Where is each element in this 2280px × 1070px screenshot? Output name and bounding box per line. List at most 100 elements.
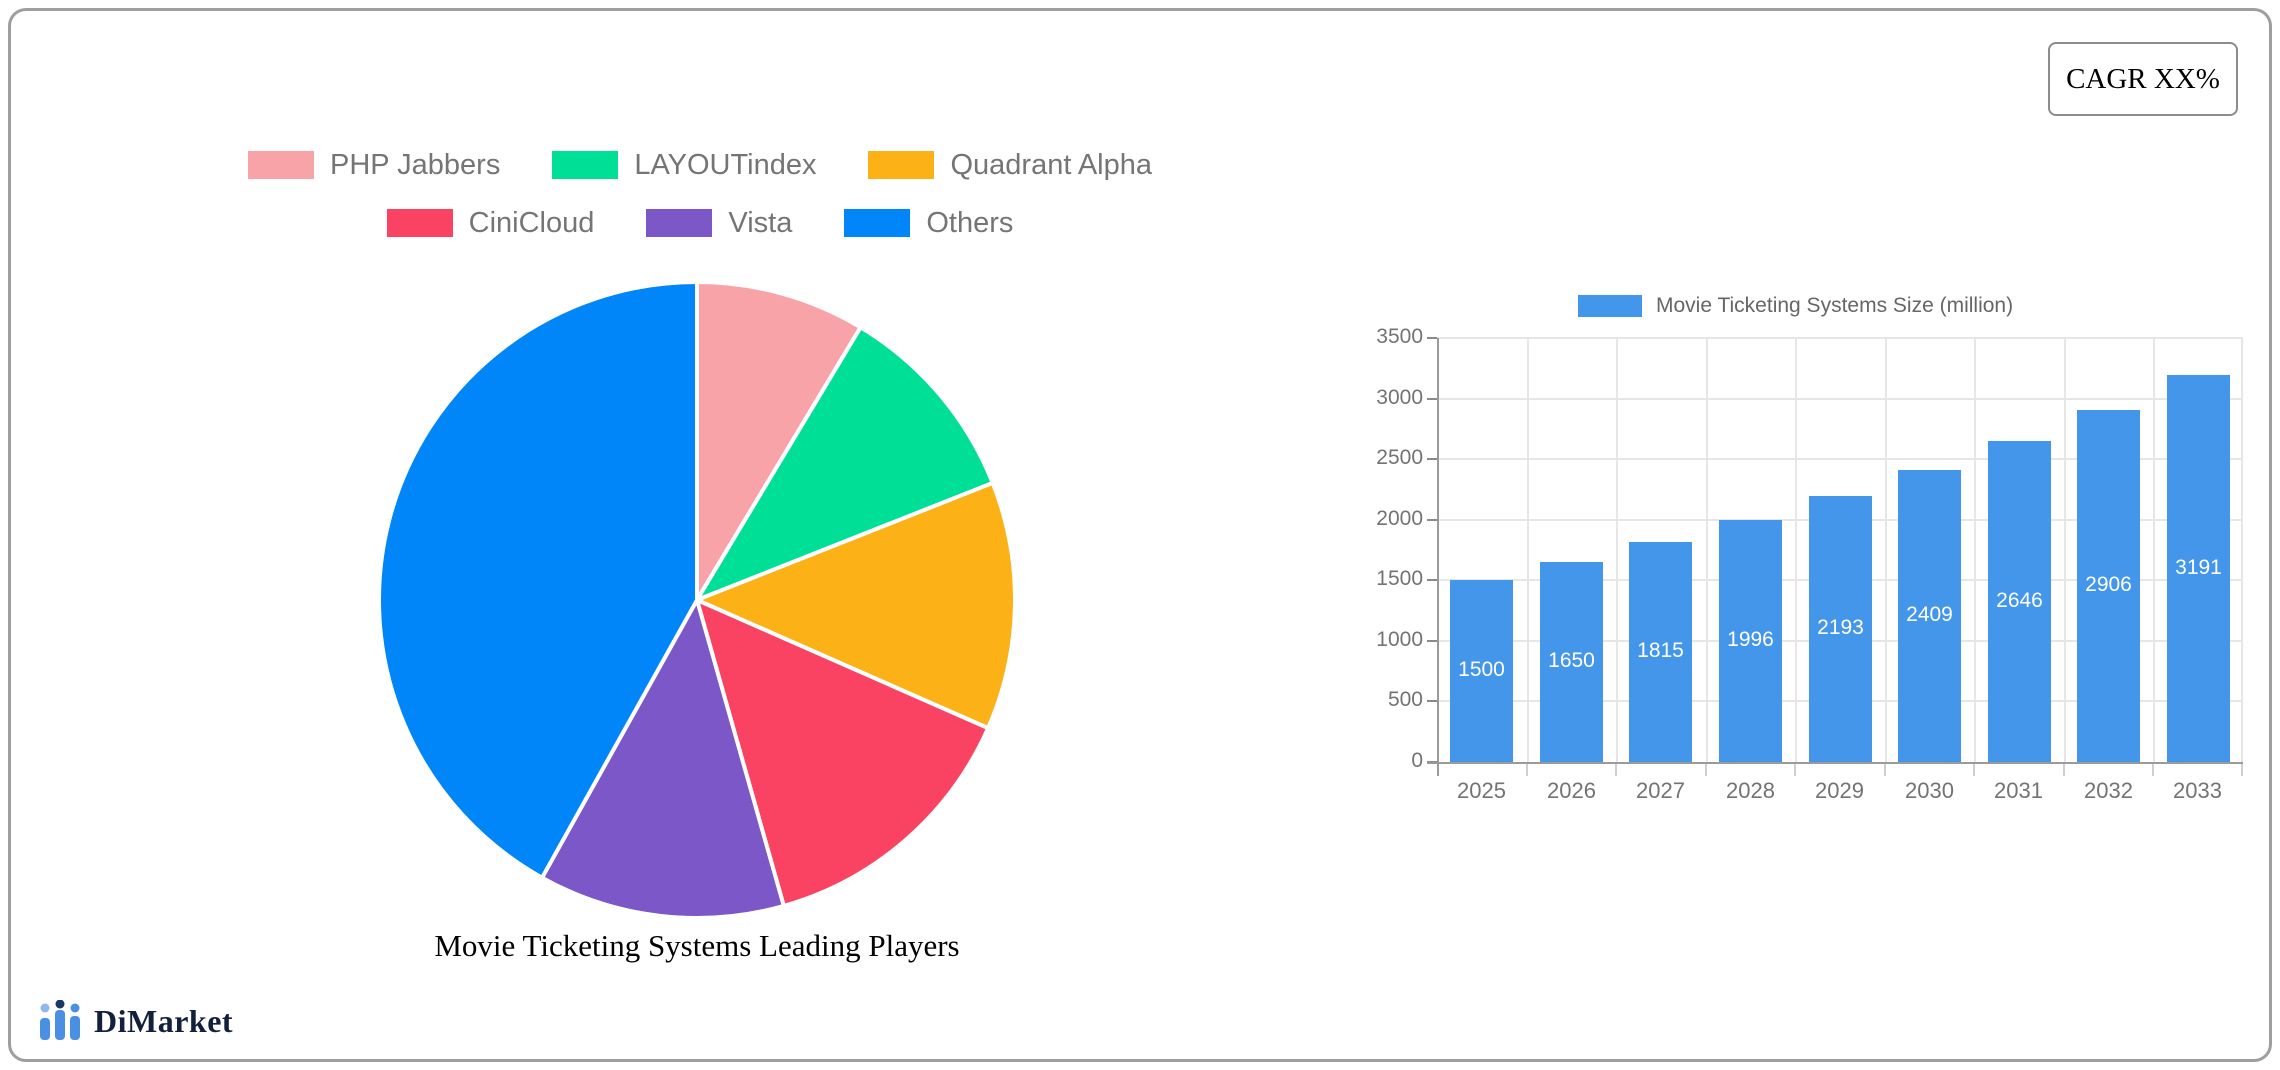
xtick-mark-6 [1973, 764, 1975, 776]
gridline-x-6 [1974, 338, 1976, 762]
bar-2033 [2167, 375, 2230, 762]
legend-swatch-vista [646, 209, 713, 237]
gridline-x-1 [1527, 338, 1529, 762]
bar-2026 [1540, 562, 1603, 762]
ytick-label-2000: 2000 [1376, 506, 1423, 530]
legend-item-php-jabbers: PHP Jabbers [247, 148, 501, 182]
logo-dot-2 [55, 1000, 65, 1009]
gridline-y-3000 [1437, 397, 2243, 400]
xtick-mark-4 [1794, 764, 1796, 776]
pie-slice-vista [540, 598, 786, 920]
ytick-mark-3000 [1427, 397, 1437, 400]
bar-2029 [1809, 496, 1872, 762]
ytick-label-0: 0 [1411, 749, 1423, 772]
bar-value-2030: 2409 [1906, 603, 1953, 626]
xtick-label-2029: 2029 [1815, 778, 1864, 803]
bar-legend-swatch [1578, 295, 1642, 317]
legend-swatch-php-jabbers [247, 151, 314, 179]
legend-item-others: Others [844, 207, 1013, 240]
ytick-mark-1500 [1427, 579, 1437, 582]
xtick-label-2025: 2025 [1457, 778, 1506, 803]
legend-item-layoutindex: LAYOUTindex [552, 149, 816, 182]
ytick-label-3500: 3500 [1376, 325, 1423, 348]
pie-slice-php-jabbers [695, 280, 863, 602]
pie-chart [376, 280, 1017, 920]
gridline-x-2 [1616, 338, 1618, 762]
logo-dot-3 [70, 1003, 80, 1013]
legend-label-cinicloud: CiniCloud [468, 206, 595, 239]
pie-slice-others [376, 280, 699, 880]
bar-value-2033: 3191 [2175, 555, 2222, 579]
ytick-mark-3500 [1427, 337, 1437, 339]
bar-value-2025: 1500 [1458, 658, 1505, 681]
bar-2031 [1988, 441, 2051, 762]
xtick-mark-5 [1884, 764, 1886, 776]
legend-swatch-layoutindex [552, 151, 619, 179]
bar-2028 [1719, 520, 1782, 762]
y-axis-line [1437, 338, 1439, 776]
bar-value-2028: 1996 [1727, 628, 1774, 651]
pie-legend-row-1: PHP Jabbers LAYOUTindex Quadrant Alpha [100, 147, 1300, 183]
xtick-label-2027: 2027 [1636, 778, 1685, 803]
xtick-mark-2 [1615, 764, 1617, 776]
gridline-y-3500 [1437, 337, 2243, 339]
legend-item-vista: Vista [646, 207, 792, 240]
xtick-label-2030: 2030 [1905, 778, 1954, 803]
legend-item-quadrant-alpha: Quadrant Alpha [868, 149, 1152, 182]
cagr-badge-label: CAGR XX% [2066, 62, 2220, 95]
bar-value-2026: 1650 [1548, 649, 1595, 672]
gridline-x-5 [1885, 338, 1887, 762]
legend-label-others: Others [926, 206, 1014, 239]
xtick-label-2033: 2033 [2173, 778, 2222, 803]
gridline-x-3 [1706, 338, 1708, 762]
logo-bar-1 [40, 1018, 50, 1040]
dimarket-logo: DiMarket [38, 1000, 233, 1042]
gridline-x-9 [2241, 338, 2243, 762]
bar-value-2032: 2906 [2085, 573, 2132, 596]
pie-slice-cinicloud [695, 598, 991, 908]
ytick-label-3000: 3000 [1376, 385, 1423, 409]
bar-chart-plot-area: 0 500 1000 1500 2000 2500 3000 3500 1500 2025 1650… [1376, 325, 2243, 803]
gridline-y-2500 [1437, 458, 2243, 461]
xtick-mark-9 [2241, 764, 2243, 776]
xtick-label-2032: 2032 [2084, 778, 2133, 803]
xtick-label-2028: 2028 [1726, 778, 1775, 803]
gridline-x-4 [1795, 338, 1797, 762]
bar-value-2027: 1815 [1637, 639, 1684, 662]
dimarket-bars-logo-icon [40, 1000, 80, 1040]
bar-2030 [1898, 470, 1961, 762]
dimarket-logo-text: DiMarket [94, 1002, 234, 1039]
legend-item-cinicloud: CiniCloud [386, 206, 595, 240]
bar-legend-label: Movie Ticketing Systems Size (million) [1656, 294, 2014, 317]
logo-bar-3 [70, 1016, 80, 1040]
legend-swatch-others [844, 209, 911, 237]
xtick-label-2031: 2031 [1994, 778, 2043, 803]
xtick-mark-8 [2152, 764, 2154, 776]
legend-label-vista: Vista [728, 206, 793, 239]
xtick-mark-7 [2063, 764, 2065, 776]
bar-chart-legend: Movie Ticketing Systems Size (million) [1578, 294, 2013, 318]
gridline-x-8 [2153, 338, 2155, 762]
ytick-label-2500: 2500 [1376, 446, 1423, 470]
logo-bar-2 [55, 1010, 65, 1040]
pie-chart-title: Movie Ticketing Systems Leading Players [434, 928, 960, 963]
legend-swatch-quadrant-alpha [868, 151, 935, 179]
legend-label-php-jabbers: PHP Jabbers [329, 148, 501, 181]
bar-value-2031: 2646 [1996, 588, 2043, 612]
ytick-label-1500: 1500 [1376, 567, 1423, 591]
pie-slice-layoutindex [695, 325, 995, 602]
xtick-mark-1 [1526, 764, 1528, 776]
gridline-x-7 [2064, 338, 2066, 762]
pie-legend-row-2: CiniCloud Vista Others [100, 205, 1300, 241]
ytick-mark-2000 [1427, 518, 1437, 521]
logo-dot-1 [40, 1003, 50, 1013]
pie-slice-quadrant-alpha [695, 480, 1017, 731]
ytick-mark-1000 [1427, 639, 1437, 642]
x-axis-line [1427, 762, 2243, 764]
legend-label-layoutindex: LAYOUTindex [634, 148, 817, 181]
ytick-label-1000: 1000 [1376, 627, 1423, 651]
xtick-mark-3 [1705, 764, 1707, 776]
legend-swatch-cinicloud [386, 209, 453, 237]
bar-value-2029: 2193 [1817, 616, 1864, 639]
xtick-label-2026: 2026 [1547, 778, 1596, 803]
